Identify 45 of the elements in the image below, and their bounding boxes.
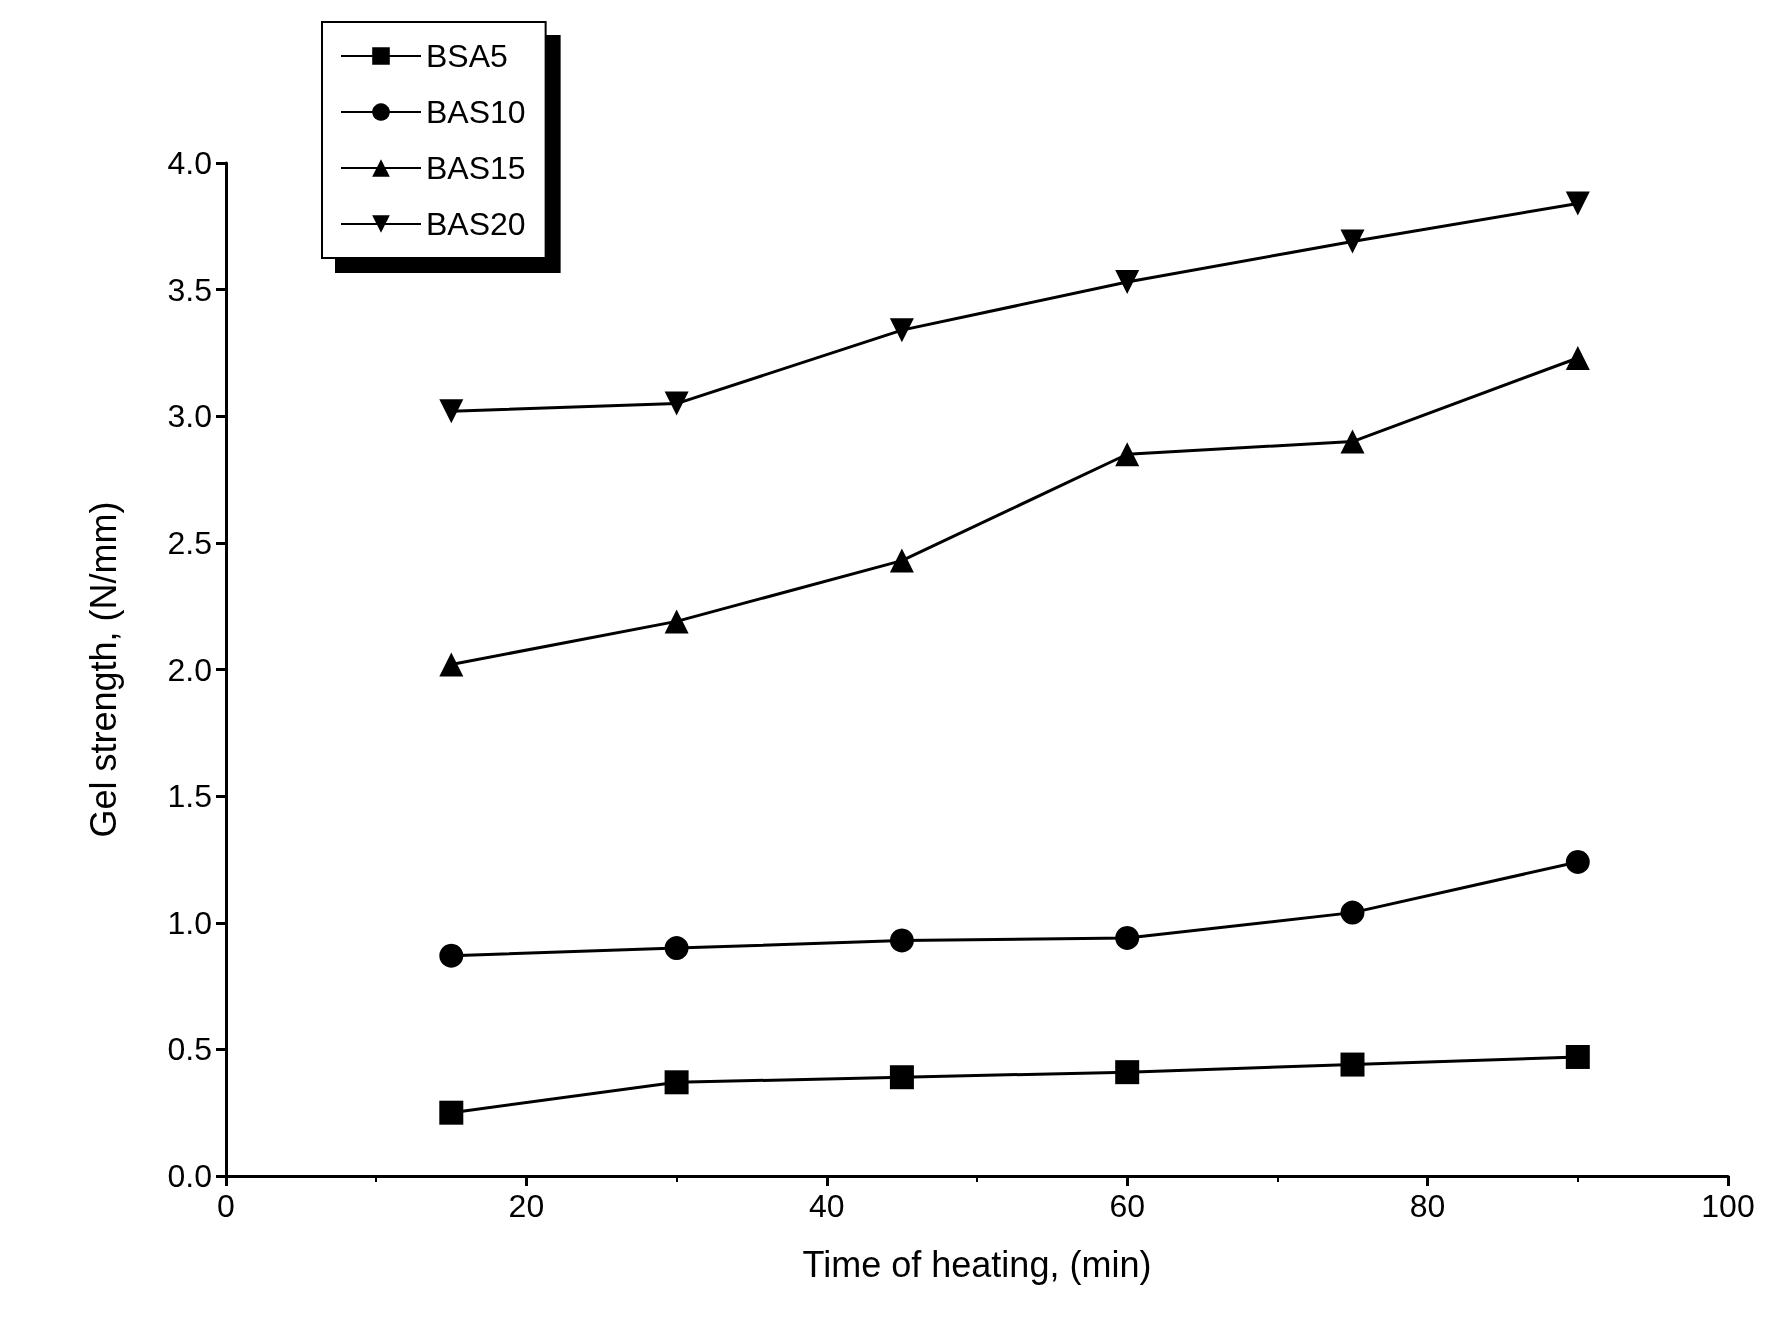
point [1565,1044,1590,1069]
point [664,936,689,961]
y-tick-label: 3.5 [167,271,212,308]
x-tick-label: 20 [508,1188,545,1224]
point [1565,849,1590,874]
y-tick-label: 4.0 [167,145,212,181]
point [889,318,914,343]
point [439,399,464,424]
point [1115,442,1140,467]
point [1340,429,1365,454]
y-tick-label: 2.0 [167,651,212,688]
point [664,391,689,416]
legend-label: BAS20 [426,206,526,242]
point [1340,229,1365,254]
x-tick-label: 80 [1409,1188,1446,1224]
point [889,1065,914,1090]
point [1115,270,1140,295]
point [1565,346,1590,370]
point [1340,1052,1365,1077]
legend-label: BAS15 [426,150,526,186]
point [664,1070,689,1095]
x-tick-label: 0 [217,1188,235,1224]
point [439,1100,464,1125]
point [1565,191,1590,216]
y-tick-label: 1.0 [167,904,212,941]
point [664,609,689,634]
y-tick-label: 0.5 [167,1031,212,1068]
y-tick-label: 1.5 [167,778,212,815]
point [1115,1060,1140,1085]
point [439,943,464,968]
x-tick-label: 60 [1109,1188,1145,1224]
legend-label: BSA5 [426,38,508,74]
point [889,548,914,573]
x-axis-title: Time of heating, (min) [802,1243,1152,1285]
legend-label: BAS10 [426,94,526,130]
y-tick-label: 2.5 [167,524,212,561]
point [439,652,464,677]
y-tick-label: 3.0 [167,398,212,435]
point [1115,925,1140,950]
point [1340,900,1365,925]
point [889,928,914,953]
y-tick-label: 0.0 [167,1158,212,1194]
y-axis-title: Gel strength, (N/mm) [82,501,124,838]
x-tick-label: 40 [809,1188,845,1224]
x-tick-label: 100 [1701,1188,1755,1224]
